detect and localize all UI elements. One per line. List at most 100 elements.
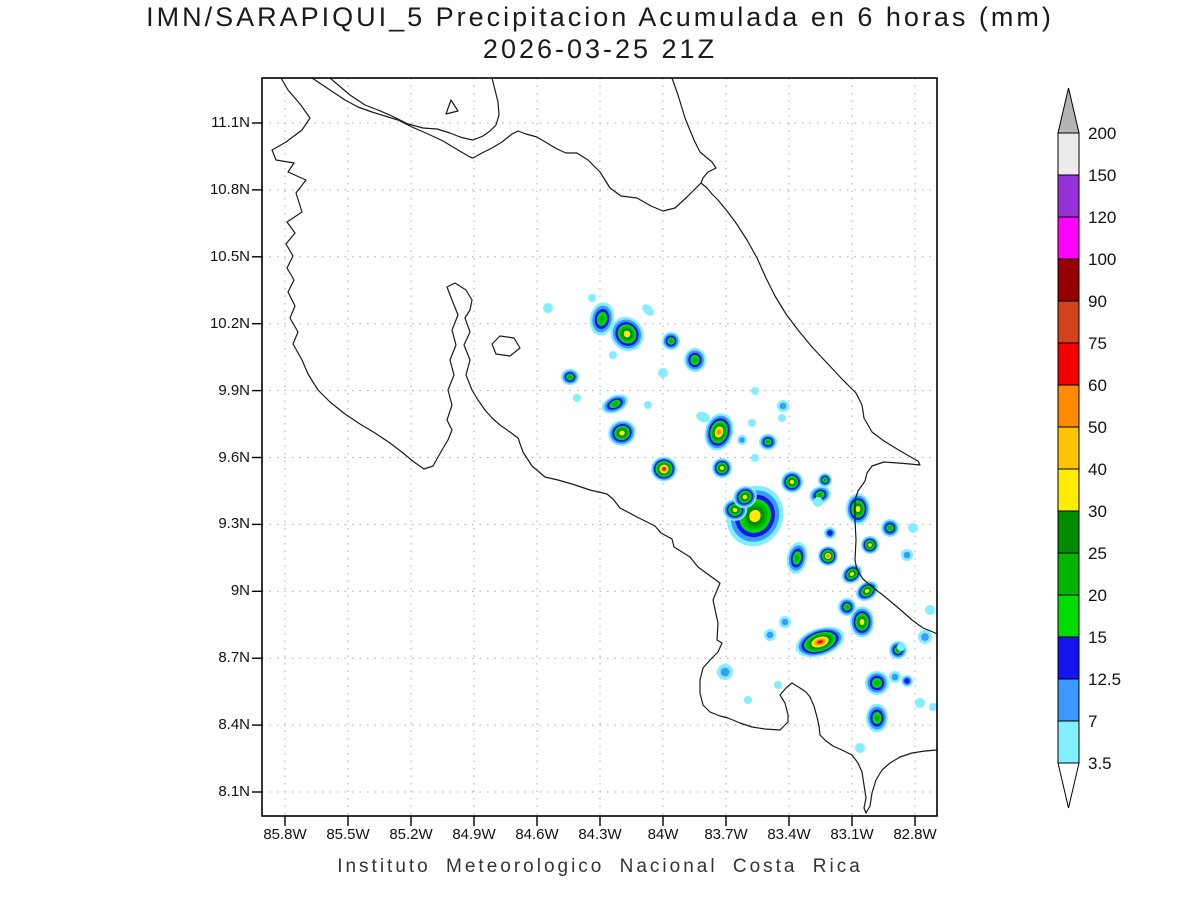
lat-tick-label: 9.6N bbox=[218, 448, 250, 466]
colorbar-segment bbox=[1057, 468, 1080, 512]
lon-tick-label: 84.9W bbox=[452, 826, 496, 843]
map-plot-area bbox=[247, 70, 952, 832]
precip-cell bbox=[642, 304, 654, 316]
inland-lake bbox=[491, 335, 521, 357]
colorbar-tick-label: 40 bbox=[1088, 460, 1107, 479]
colorbar-segment bbox=[1057, 426, 1080, 470]
precip-cell bbox=[861, 536, 879, 554]
lat-tick-label: 8.4N bbox=[218, 716, 250, 734]
axis-ticks bbox=[252, 122, 916, 826]
lat-tick-label: 10.2N bbox=[209, 314, 250, 332]
colorbar-tick-label: 150 bbox=[1088, 166, 1116, 185]
lon-tick-label: 85.2W bbox=[389, 826, 433, 843]
colorbar-tick-label: 20 bbox=[1088, 586, 1107, 605]
precip-cell bbox=[795, 626, 845, 658]
precip-cell bbox=[658, 368, 668, 378]
lat-tick-label: 9N bbox=[230, 582, 250, 600]
lat-tick-label: 11.1N bbox=[211, 114, 250, 131]
precip-cell bbox=[889, 641, 907, 659]
precip-cell bbox=[764, 629, 776, 641]
colorbar-tick-label: 50 bbox=[1088, 418, 1107, 437]
precip-cell bbox=[918, 630, 932, 644]
lon-tick-label: 85.8W bbox=[263, 826, 307, 843]
precip-cell bbox=[897, 643, 905, 651]
coastline-layer bbox=[271, 78, 937, 814]
pacific-coastline bbox=[271, 78, 937, 814]
colorbar-segment bbox=[1057, 216, 1080, 260]
precip-cell bbox=[809, 485, 831, 505]
precip-cell bbox=[588, 294, 596, 302]
precip-cell bbox=[778, 414, 786, 422]
lake-nicaragua-shore bbox=[329, 78, 500, 141]
precip-cell bbox=[824, 527, 836, 539]
plot-title-datetime: 2026-03-25 21Z bbox=[482, 34, 718, 64]
precip-cell bbox=[786, 542, 808, 574]
lon-tick-label: 83.1W bbox=[830, 826, 874, 843]
lat-tick-label: 8.1N bbox=[218, 783, 250, 800]
precip-cell bbox=[573, 394, 581, 402]
precip-cell bbox=[813, 497, 823, 507]
precip-cell bbox=[737, 435, 747, 445]
precip-cell bbox=[901, 549, 913, 561]
precip-cell bbox=[751, 454, 759, 462]
lat-tick-label: 10.8N bbox=[209, 180, 250, 198]
colorbar-tick-label: 25 bbox=[1088, 544, 1107, 563]
lon-tick-label: 84.3W bbox=[578, 826, 622, 843]
colorbar-segment bbox=[1057, 720, 1080, 764]
precip-cell bbox=[744, 696, 752, 704]
plot-title-line1: IMN/SARAPIQUI_5 Precipitacion Acumulada … bbox=[146, 2, 1054, 32]
precip-cell bbox=[733, 485, 757, 509]
precip-cell bbox=[609, 351, 617, 359]
colorbar-tick-label: 120 bbox=[1088, 208, 1116, 227]
precip-cell bbox=[748, 419, 756, 427]
colorbar-segment bbox=[1057, 258, 1080, 302]
precip-cell bbox=[865, 671, 889, 695]
colorbar-svg: 200 150 120 100 90 75 60 50 40 30 25 20 15 12.5 7 3.5 bbox=[1057, 87, 1121, 809]
colorbar-tick-label: 7 bbox=[1088, 712, 1097, 731]
precip-cell bbox=[543, 303, 553, 313]
grid-lines bbox=[262, 78, 937, 816]
precip-cell bbox=[889, 671, 901, 683]
colorbar-under-arrow bbox=[1057, 762, 1080, 809]
footer-caption: Instituto Meteorologico Nacional Costa R… bbox=[337, 856, 863, 877]
colorbar-tick-label: 12.5 bbox=[1088, 670, 1121, 689]
precip-cell bbox=[855, 743, 865, 753]
colorbar-segment bbox=[1057, 132, 1080, 176]
colorbar-segment bbox=[1057, 384, 1080, 428]
colorbar-segment bbox=[1057, 594, 1080, 638]
colorbar-tick-label: 30 bbox=[1088, 502, 1107, 521]
precip-cell bbox=[608, 420, 636, 446]
ometepe-island bbox=[445, 99, 459, 115]
colorbar-tick-label: 15 bbox=[1088, 628, 1107, 647]
colorbar-tick-label: 75 bbox=[1088, 334, 1107, 353]
precip-cell bbox=[751, 387, 759, 395]
colorbar-segment bbox=[1057, 342, 1080, 386]
colorbar-legend: 200 150 120 100 90 75 60 50 40 30 25 20 15 12.5 7 3.5 bbox=[1050, 80, 1200, 825]
precip-cell bbox=[651, 456, 677, 482]
lon-tick-label: 84.6W bbox=[515, 826, 559, 843]
precip-cell bbox=[838, 598, 856, 616]
lon-tick-label: 83.7W bbox=[704, 826, 748, 843]
precip-cell bbox=[779, 616, 791, 628]
precip-cell bbox=[717, 664, 733, 680]
precip-cell bbox=[929, 703, 937, 711]
colorbar-segment bbox=[1057, 174, 1080, 218]
precip-cell bbox=[704, 413, 734, 451]
precip-cell bbox=[866, 703, 888, 733]
precip-cell bbox=[696, 411, 710, 423]
colorbar-tick-label: 3.5 bbox=[1088, 754, 1112, 773]
colorbar-segment bbox=[1057, 678, 1080, 722]
precip-cell bbox=[610, 316, 644, 352]
caribbean-coastline bbox=[671, 78, 937, 635]
precip-cell bbox=[644, 401, 652, 409]
precip-cell bbox=[561, 368, 579, 386]
colorbar-tick-label: 200 bbox=[1088, 124, 1116, 143]
border-river-line bbox=[311, 78, 702, 212]
precipitation-shaded-field bbox=[543, 294, 937, 753]
map-svg bbox=[252, 77, 938, 826]
precip-cell bbox=[759, 433, 777, 451]
precip-cell bbox=[589, 302, 615, 336]
precip-cell bbox=[662, 332, 680, 350]
precip-cell bbox=[818, 473, 832, 487]
precip-cell bbox=[777, 400, 789, 412]
